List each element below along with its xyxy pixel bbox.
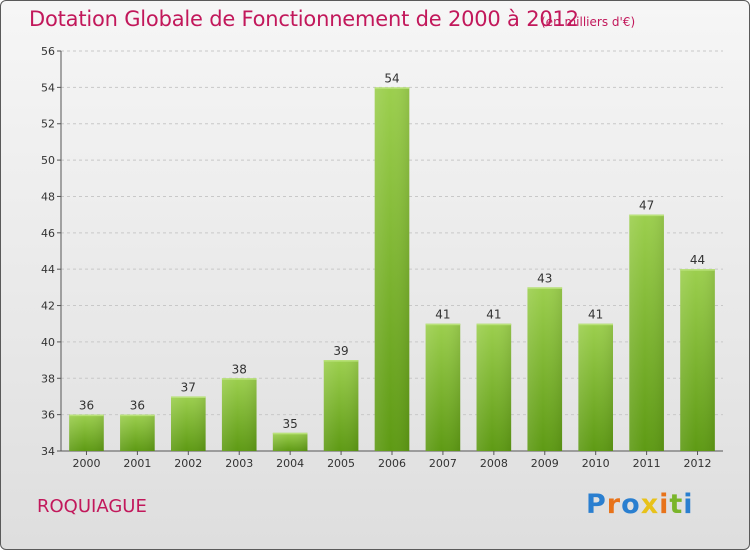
data-label: 36 — [130, 399, 145, 413]
data-label: 39 — [333, 344, 348, 358]
data-label: 37 — [181, 380, 196, 394]
data-label: 36 — [79, 399, 94, 413]
bar-shine — [272, 432, 308, 451]
bar-top-highlight — [425, 323, 461, 326]
logo-letter: r — [606, 489, 622, 520]
bar-top-highlight — [374, 87, 410, 89]
bars — [69, 87, 715, 451]
y-tick-label: 46 — [41, 227, 55, 240]
x-tick-label: 2001 — [123, 457, 151, 470]
bar-top-highlight — [69, 414, 104, 417]
x-tick-label: 2011 — [633, 457, 661, 470]
bar-top-highlight — [629, 214, 664, 217]
x-tick-label: 2003 — [225, 457, 253, 470]
data-label: 47 — [639, 199, 654, 213]
bar-shine — [374, 87, 410, 451]
bar-shine — [120, 414, 155, 451]
bar-top-highlight — [476, 323, 512, 326]
data-label: 54 — [384, 71, 399, 85]
x-tick-label: 2004 — [276, 457, 304, 470]
proxiti-logo[interactable]: Proxiti — [586, 489, 694, 520]
bar-shine — [69, 414, 104, 451]
data-label: 41 — [486, 308, 501, 322]
bar-top-highlight — [221, 378, 257, 380]
y-tick-label: 44 — [41, 263, 55, 276]
bar-shine — [476, 323, 512, 451]
logo-letter: P — [586, 489, 607, 520]
bar-shine — [170, 396, 206, 451]
x-tick-label: 2009 — [531, 457, 559, 470]
chart-subtitle: (en milliers d'€) — [541, 15, 636, 29]
bar-top-highlight — [578, 323, 614, 326]
labels: 34 36 38 40 42 44 46 48 50 52 54 56 36 2000 36 2001 37 20… — [41, 45, 712, 470]
bar-shine — [578, 323, 614, 451]
bar-top-highlight — [120, 414, 155, 417]
chart-title: Dotation Globale de Fonctionnement de 20… — [29, 7, 579, 31]
bar-top-highlight — [272, 432, 308, 435]
bar-top-highlight — [527, 287, 563, 289]
bar-shine — [221, 378, 257, 451]
y-tick-label: 38 — [41, 372, 55, 385]
logo-letter: t — [669, 489, 684, 520]
data-label: 38 — [232, 362, 247, 376]
x-tick-label: 2012 — [684, 457, 712, 470]
bar-top-highlight — [170, 396, 206, 398]
x-tick-label: 2007 — [429, 457, 457, 470]
bar-top-highlight — [323, 360, 359, 362]
x-tick-label: 2010 — [582, 457, 610, 470]
bar-shine — [629, 214, 664, 451]
bar-shine — [323, 360, 359, 451]
commune-name: ROQUIAGUE — [37, 496, 147, 517]
y-tick-label: 48 — [41, 190, 55, 203]
data-label: 44 — [690, 253, 705, 267]
bar-top-highlight — [680, 269, 715, 271]
logo-letter: i — [659, 489, 670, 520]
logo-letter: o — [621, 489, 641, 520]
data-label: 35 — [283, 417, 298, 431]
y-tick-label: 42 — [41, 300, 55, 313]
bar-shine — [527, 287, 563, 451]
y-tick-label: 56 — [41, 45, 55, 58]
y-tick-label: 36 — [41, 409, 55, 422]
y-tick-label: 50 — [41, 154, 55, 167]
x-tick-label: 2000 — [72, 457, 100, 470]
bar-shine — [680, 269, 715, 451]
data-label: 43 — [537, 271, 552, 285]
y-tick-label: 54 — [41, 81, 55, 94]
logo-letter: x — [640, 489, 660, 520]
logo-letter: i — [683, 489, 694, 520]
y-tick-label: 34 — [41, 445, 55, 458]
data-label: 41 — [435, 308, 450, 322]
x-tick-label: 2005 — [327, 457, 355, 470]
x-tick-label: 2006 — [378, 457, 406, 470]
data-label: 41 — [588, 308, 603, 322]
x-tick-label: 2008 — [480, 457, 508, 470]
y-tick-label: 52 — [41, 118, 55, 131]
bar-shine — [425, 323, 461, 451]
x-tick-label: 2002 — [174, 457, 202, 470]
y-tick-label: 40 — [41, 336, 55, 349]
